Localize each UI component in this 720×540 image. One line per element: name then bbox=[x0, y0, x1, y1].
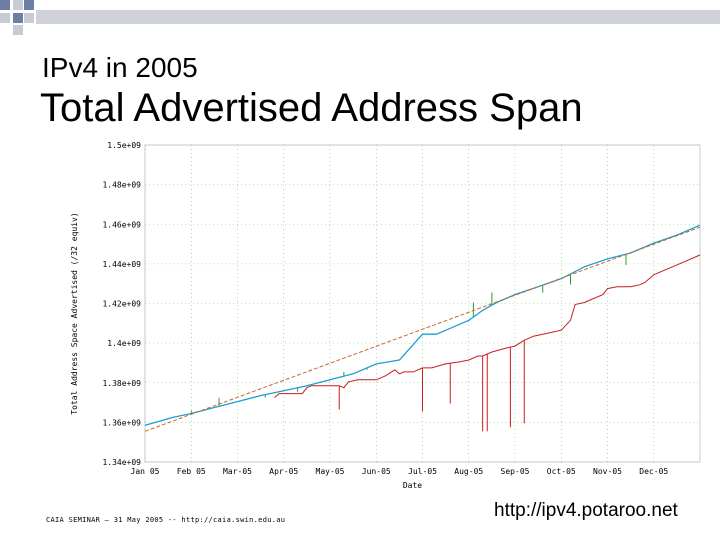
decor-square-4 bbox=[13, 13, 23, 23]
x-tick-label: Mar-05 bbox=[223, 467, 252, 476]
x-tick-label: Jun-05 bbox=[362, 467, 391, 476]
red-series-line bbox=[274, 254, 701, 398]
decor-square-2 bbox=[13, 0, 23, 10]
decor-square-6 bbox=[24, 13, 34, 23]
decor-square-3 bbox=[0, 13, 10, 23]
y-tick-label: 1.44e+09 bbox=[102, 260, 141, 269]
trend-line bbox=[144, 226, 701, 432]
label-layer: 1.34e+09 1.36e+09 1.38e+09 1.4e+09 1.42e+09 1… bbox=[70, 141, 668, 490]
y-tick-label: 1.38e+09 bbox=[102, 379, 141, 388]
x-tick-label: Nov-05 bbox=[593, 467, 622, 476]
advertised-series-line bbox=[144, 224, 701, 426]
decor-square-5 bbox=[24, 0, 34, 10]
y-tick-label: 1.5e+09 bbox=[107, 141, 141, 150]
decor-square-7 bbox=[13, 25, 23, 35]
axis-layer bbox=[144, 144, 701, 463]
decor-bar bbox=[36, 10, 720, 24]
y-tick-label: 1.34e+09 bbox=[102, 458, 141, 467]
x-tick-label: Jul-05 bbox=[408, 467, 437, 476]
plot-frame bbox=[144, 144, 701, 463]
x-tick-label: Sep-05 bbox=[501, 467, 530, 476]
y-tick-label: 1.46e+09 bbox=[102, 220, 141, 229]
footer-url[interactable]: http://ipv4.potaroo.net bbox=[494, 500, 678, 521]
x-tick-label: May-05 bbox=[316, 467, 345, 476]
series-layer bbox=[144, 224, 701, 432]
x-tick-label: Aug-05 bbox=[454, 467, 483, 476]
y-axis-label: Total Address Space Advertised (/32 equi… bbox=[70, 212, 79, 414]
x-tick-label: Feb 05 bbox=[177, 467, 206, 476]
y-tick-label: 1.36e+09 bbox=[102, 418, 141, 427]
y-tick-label: 1.48e+09 bbox=[102, 181, 141, 190]
x-tick-label: Dec-05 bbox=[639, 467, 668, 476]
y-tick-label: 1.4e+09 bbox=[107, 339, 141, 348]
x-axis-label: Date bbox=[403, 481, 422, 490]
x-tick-label: Apr-05 bbox=[269, 467, 298, 476]
x-tick-label: Jan 05 bbox=[131, 467, 160, 476]
grid-layer bbox=[144, 144, 700, 463]
footer-seminar: CAIA SEMINAR – 31 May 2005 -- http://cai… bbox=[46, 516, 286, 524]
decor-square-1 bbox=[0, 0, 10, 10]
slide-title: Total Advertised Address Span bbox=[40, 86, 583, 130]
slide-subtitle: IPv4 in 2005 bbox=[42, 52, 198, 83]
y-tick-label: 1.42e+09 bbox=[102, 300, 141, 309]
x-tick-label: Oct-05 bbox=[547, 467, 576, 476]
